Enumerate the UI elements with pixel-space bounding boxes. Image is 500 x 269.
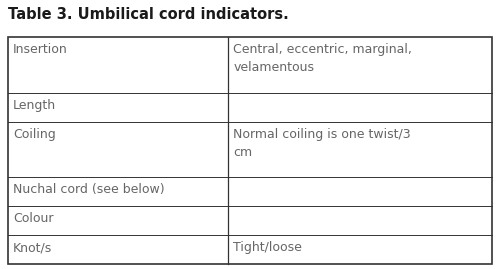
Text: Colour: Colour (13, 212, 54, 225)
Text: Table 3. Umbilical cord indicators.: Table 3. Umbilical cord indicators. (8, 7, 289, 22)
Text: Knot/s: Knot/s (13, 241, 52, 254)
Text: Insertion: Insertion (13, 43, 68, 56)
Text: Length: Length (13, 99, 56, 112)
Text: Tight/loose: Tight/loose (233, 241, 302, 254)
Text: Normal coiling is one twist/3
cm: Normal coiling is one twist/3 cm (233, 128, 411, 159)
Text: Coiling: Coiling (13, 128, 56, 141)
Bar (8, 37, 492, 264)
Text: Central, eccentric, marginal,
velamentous: Central, eccentric, marginal, velamentou… (233, 43, 412, 74)
Text: Nuchal cord (see below): Nuchal cord (see below) (13, 183, 164, 196)
